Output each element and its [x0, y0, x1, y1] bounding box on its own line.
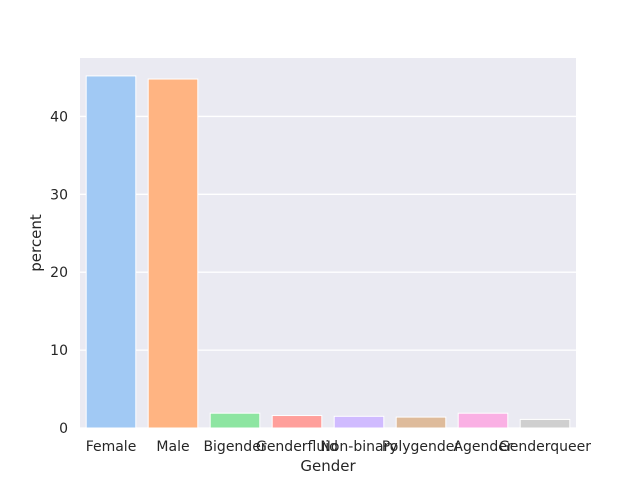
x-tick-label: Polygender	[382, 439, 461, 455]
bar-female	[85, 75, 137, 429]
x-tick-label: Female	[86, 439, 137, 455]
x-axis-label: Gender	[300, 457, 356, 475]
y-tick-label: 40	[50, 109, 68, 125]
x-tick-label: Genderfluid	[256, 439, 338, 455]
bar-agender	[457, 412, 509, 429]
y-tick-label: 10	[50, 343, 68, 359]
y-tick-label: 20	[50, 265, 68, 281]
bar-polygender	[395, 416, 447, 429]
x-tick-label: Non-binary	[320, 439, 397, 455]
bars	[85, 75, 571, 429]
y-tick-label: 30	[50, 187, 68, 203]
bar-genderqueer	[519, 418, 571, 429]
x-tick-label: Genderqueer	[499, 439, 591, 455]
bar-genderfluid	[271, 415, 323, 429]
y-tick-labels: 0 10 20 30 40	[50, 109, 68, 437]
y-tick-label: 0	[59, 421, 68, 437]
x-tick-labels: Female Male BigenderGenderfluidNon-binaryP…	[86, 439, 592, 455]
y-axis-label: percent	[27, 214, 45, 272]
bar-non-binary	[333, 415, 385, 429]
x-tick-label: Bigender	[203, 439, 266, 455]
x-tick-label: Male	[156, 439, 189, 455]
bar-male	[147, 78, 199, 429]
bar-bigender	[209, 412, 261, 429]
x-tick-label: Agender	[453, 439, 512, 455]
